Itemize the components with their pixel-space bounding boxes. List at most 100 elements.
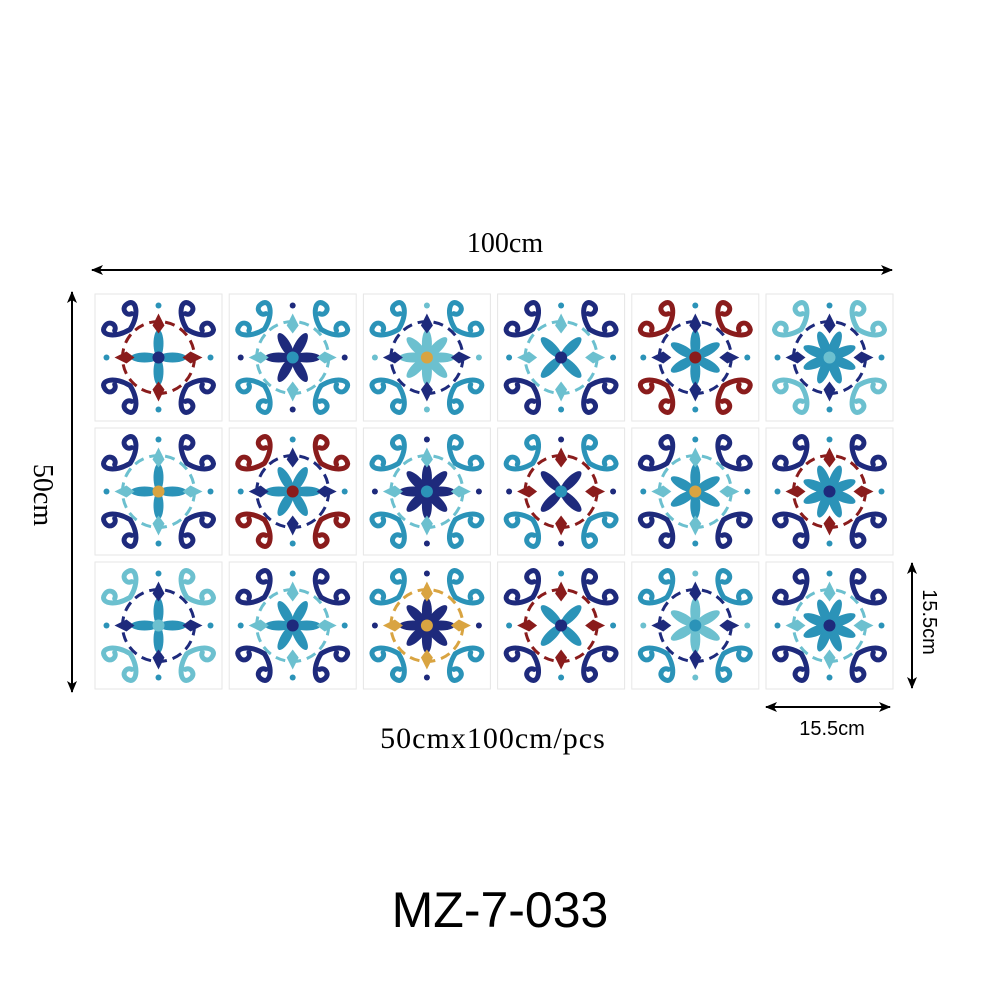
petal: [829, 345, 856, 360]
scroll: [637, 320, 670, 338]
petal: [291, 491, 308, 517]
scroll: [855, 377, 887, 395]
scroll: [178, 300, 196, 332]
scroll: [446, 434, 464, 466]
dot: [610, 354, 617, 361]
tile: [228, 293, 357, 422]
scroll: [658, 568, 676, 600]
scroll: [586, 588, 619, 606]
center: [420, 351, 433, 364]
scroll: [581, 434, 598, 466]
scroll: [446, 517, 464, 549]
tile-width-label: 15.5cm: [799, 718, 865, 740]
dot: [692, 570, 699, 577]
scroll: [503, 454, 536, 472]
dot: [289, 540, 296, 547]
petal: [540, 337, 562, 359]
scroll: [721, 588, 753, 606]
dot: [475, 622, 482, 629]
scroll: [235, 511, 267, 529]
dot: [475, 488, 482, 495]
petal: [153, 625, 164, 654]
scroll: [255, 517, 273, 549]
scroll: [121, 568, 139, 600]
scroll: [255, 568, 273, 600]
ornament: [503, 434, 619, 549]
leaf: [450, 619, 471, 632]
dot: [640, 354, 647, 361]
dot: [692, 540, 699, 547]
leaf: [286, 447, 299, 468]
ornament: [101, 434, 216, 549]
dot: [423, 302, 430, 309]
scroll: [524, 300, 542, 332]
scroll: [715, 517, 733, 549]
leaf: [152, 515, 165, 536]
dot: [826, 674, 833, 681]
dot: [506, 354, 513, 361]
center: [823, 485, 836, 498]
scroll: [849, 651, 867, 683]
dot: [774, 622, 781, 629]
petal: [426, 490, 448, 512]
petal: [158, 352, 187, 363]
petal: [406, 605, 428, 627]
scroll: [184, 511, 216, 529]
scroll: [581, 517, 598, 549]
petal: [406, 471, 428, 493]
scroll: [318, 320, 351, 338]
scroll: [101, 377, 133, 395]
petal: [829, 355, 856, 370]
petal: [153, 463, 164, 492]
scroll: [312, 517, 330, 549]
center: [420, 485, 433, 498]
center: [286, 619, 299, 632]
leaf: [823, 447, 836, 468]
scroll: [658, 651, 676, 683]
dot: [371, 354, 378, 361]
center: [152, 351, 165, 364]
dot: [289, 302, 296, 309]
petal: [277, 491, 294, 517]
scroll: [658, 383, 676, 415]
petal: [670, 356, 696, 373]
scroll: [855, 320, 887, 338]
petal: [426, 624, 448, 646]
scroll: [581, 300, 598, 332]
scroll: [855, 588, 887, 606]
model-number: MZ-7-033: [392, 882, 609, 938]
ornament: [772, 300, 887, 415]
ornament: [637, 434, 753, 549]
scroll: [658, 300, 676, 332]
petal: [277, 625, 294, 651]
scroll: [235, 377, 267, 395]
petal: [277, 466, 294, 492]
scroll: [772, 588, 804, 606]
scroll: [184, 645, 216, 663]
dot: [423, 674, 430, 681]
dot: [558, 674, 565, 681]
dot: [692, 674, 699, 681]
tile: [497, 427, 626, 556]
ornament: [772, 434, 887, 549]
petal: [540, 624, 562, 646]
scroll: [586, 320, 619, 338]
dot: [155, 570, 162, 577]
petal: [291, 600, 308, 626]
scroll: [390, 517, 407, 549]
petal: [130, 620, 159, 631]
scroll: [792, 568, 810, 600]
petal: [829, 623, 856, 638]
dot: [692, 302, 699, 309]
ornament: [101, 568, 216, 683]
scroll: [715, 651, 733, 683]
dot: [423, 570, 430, 577]
scroll: [503, 588, 536, 606]
leaf: [248, 351, 269, 364]
petal: [291, 625, 308, 651]
leaf: [286, 381, 299, 402]
leaf: [286, 581, 299, 602]
center: [152, 619, 165, 632]
scroll: [849, 383, 867, 415]
petal: [277, 357, 294, 383]
